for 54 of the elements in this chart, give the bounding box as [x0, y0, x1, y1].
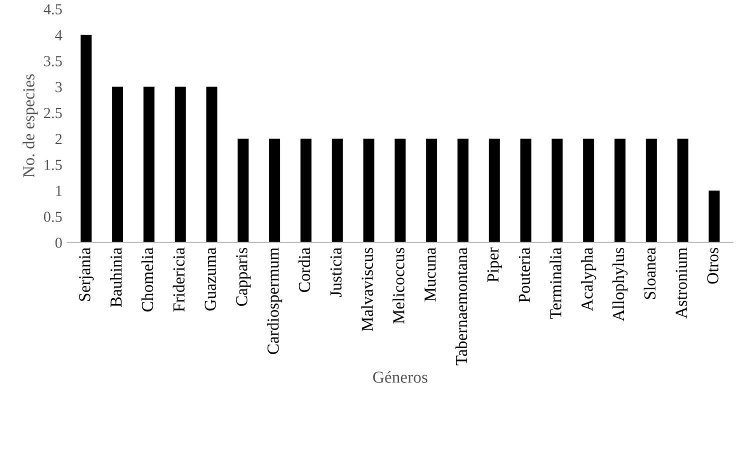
x-tick-label: Terminalia [550, 248, 562, 319]
x-axis-title: Géneros [373, 371, 428, 383]
y-tick-label: 4 [55, 30, 62, 40]
x-tick-label: Cordia [298, 248, 310, 292]
bar [332, 138, 343, 242]
bar [677, 138, 688, 242]
x-tick-label: Serjania [79, 248, 94, 301]
x-tick-label: Cardiospermum [267, 248, 282, 354]
bar [269, 138, 280, 242]
bar [206, 86, 218, 242]
bar [583, 138, 594, 242]
y-tick-label: 4.5 [44, 4, 62, 14]
bar [300, 138, 312, 242]
y-tick-label: 0.5 [44, 212, 62, 222]
bar [488, 138, 500, 242]
y-tick-label: 3.5 [44, 56, 62, 66]
y-tick-label: 2.5 [44, 108, 62, 118]
bar [143, 86, 154, 242]
x-tick-label: Tabernaemontana [455, 248, 468, 366]
x-tick-label: Melicoccus [392, 248, 404, 324]
x-tick-label: Piper [487, 247, 502, 282]
y-tick-label: 1.5 [44, 160, 62, 170]
bar [80, 34, 92, 242]
bar [708, 190, 720, 242]
bar [552, 138, 563, 242]
bar [363, 138, 374, 242]
y-tick-label: 0 [55, 238, 62, 248]
x-tick-label: Mucuna [424, 248, 436, 302]
bar [520, 138, 532, 242]
x-tick-label: Astronium [676, 248, 687, 318]
bar [614, 138, 626, 242]
x-tick-label: Malvaviscus [361, 248, 373, 332]
y-axis-title: No. de especies [22, 74, 38, 178]
x-tick-label: Sloanea [644, 248, 656, 299]
x-tick-label: Fridericia [172, 248, 185, 312]
y-tick-label: 2 [55, 134, 62, 144]
x-tick-label: Capparis [236, 248, 251, 306]
bar [238, 138, 249, 242]
x-tick-label: Allophylus [612, 248, 628, 322]
bar [112, 86, 124, 242]
y-tick-label: 1 [56, 186, 62, 196]
x-tick-label: Acalypha [581, 248, 596, 312]
bar [174, 86, 186, 242]
bar [646, 138, 657, 242]
bar [394, 138, 406, 242]
x-tick-label: Chomelia [141, 248, 154, 312]
y-tick-label: 3 [56, 82, 62, 92]
x-tick-label: Justicia [330, 248, 342, 297]
bar [426, 138, 438, 242]
bar [457, 138, 468, 242]
x-tick-label: Otros [707, 248, 718, 284]
x-tick-label: Pouteria [518, 248, 530, 302]
x-tick-label: Guazuma [204, 248, 216, 310]
x-tick-label: Bauhinia [110, 248, 122, 308]
